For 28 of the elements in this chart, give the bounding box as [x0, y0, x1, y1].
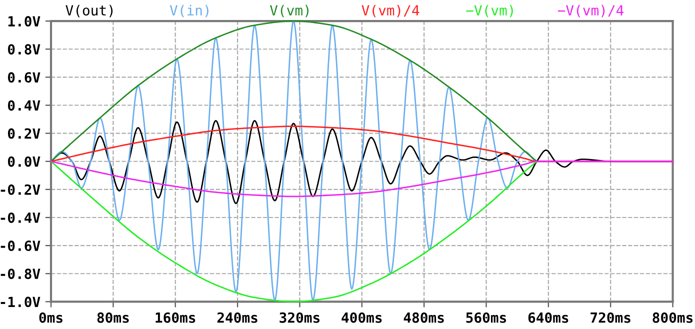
y-tick-label: -1.0V: [0, 296, 40, 308]
x-tick-label: 720ms: [590, 312, 630, 323]
x-tick-label: 320ms: [280, 312, 320, 323]
y-tick-label: -0.8V: [0, 268, 40, 280]
x-tick-label: 560ms: [466, 312, 506, 323]
text: V(vm)/4: [362, 4, 420, 18]
x-tick-label: 400ms: [342, 312, 382, 323]
x-tick-label: 800ms: [652, 312, 693, 323]
y-tick-label: 1.0V: [8, 16, 40, 27]
x-tick-label: 0ms: [39, 312, 62, 323]
x-tick-label: 640ms: [528, 312, 568, 323]
text: −V(vm)/4: [558, 4, 624, 18]
series-label: V(vm): [270, 4, 309, 18]
y-tick-label: 0.8V: [8, 44, 40, 55]
x-tick-label: 80ms: [97, 312, 129, 323]
series-label: V(in): [170, 4, 208, 18]
text: −V(vm): [466, 4, 513, 18]
text: V(out): [66, 4, 113, 18]
y-tick-label: -0.2V: [0, 184, 40, 195]
x-tick-label: 480ms: [404, 312, 444, 323]
y-tick-label: 0.6V: [8, 72, 40, 83]
x-tick-label: 240ms: [217, 312, 258, 323]
y-tick-label: -0.4V: [0, 212, 40, 223]
y-tick-label: 0.2V: [8, 128, 40, 139]
y-tick-label: 0.0V: [8, 156, 40, 167]
y-tick-label: 0.4V: [8, 100, 40, 111]
x-tick-label: 160ms: [156, 312, 196, 323]
y-tick-label: -0.6V: [0, 240, 40, 252]
